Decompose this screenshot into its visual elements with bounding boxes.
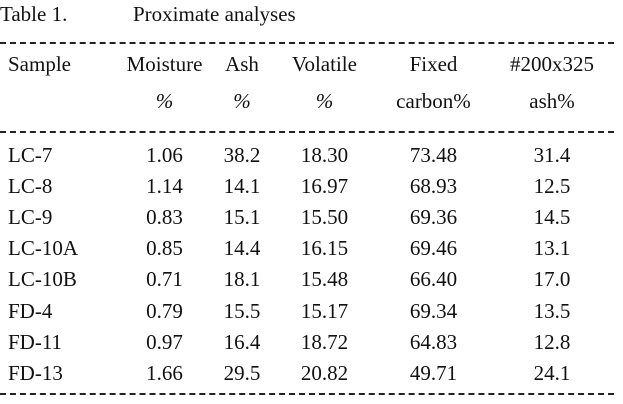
table-rows: LC-7 1.06 38.2 18.30 73.48 31.4 LC-8 1.1…	[0, 140, 614, 389]
header-moisture: Moisture	[126, 52, 203, 76]
cell-mesh-ash: 13.5	[533, 298, 571, 323]
header-unit-volatile: %	[315, 89, 334, 113]
top-dashed-rule	[0, 42, 614, 44]
cell-ash: 38.2	[223, 143, 261, 168]
cell-moisture: 0.97	[146, 329, 183, 354]
header-fixed: Fixed	[409, 52, 458, 76]
table-row: LC-10B 0.71 18.1 15.48 66.40 17.0	[0, 264, 614, 295]
table-row: FD-4 0.79 15.5 15.17 69.34 13.5	[0, 295, 614, 326]
header-mesh: #200x325	[510, 52, 594, 76]
cell-moisture: 0.83	[146, 205, 183, 230]
cell-moisture: 1.06	[146, 143, 183, 168]
cell-volatile: 16.97	[300, 174, 349, 199]
cell-moisture: 1.14	[146, 174, 183, 199]
cell-ash: 15.1	[223, 205, 261, 230]
cell-ash: 14.4	[223, 236, 261, 261]
cell-sample: FD-13	[8, 360, 63, 385]
cell-fixed-carbon: 64.83	[409, 329, 458, 354]
cell-ash: 16.4	[223, 329, 261, 354]
header-unit-mesh: ash%	[529, 89, 575, 113]
cell-fixed-carbon: 66.40	[409, 267, 458, 292]
cell-fixed-carbon: 69.36	[409, 205, 458, 230]
header-row-labels: Sample Moisture Ash Volatile Fixed #200x…	[0, 46, 614, 83]
cell-fixed-carbon: 69.34	[409, 298, 458, 323]
header-ash: Ash	[225, 52, 259, 76]
cell-mesh-ash: 14.5	[533, 205, 571, 230]
header-unit-moisture: %	[155, 89, 174, 113]
cell-ash: 14.1	[223, 174, 261, 199]
cell-sample: LC-7	[8, 143, 53, 168]
cell-mesh-ash: 12.8	[533, 329, 571, 354]
cell-mesh-ash: 24.1	[533, 360, 571, 385]
header-unit-ash: %	[233, 89, 251, 113]
table-body: LC-7 1.06 38.2 18.30 73.48 31.4 LC-8 1.1…	[0, 140, 614, 389]
cell-mesh-ash: 31.4	[533, 143, 571, 168]
cell-volatile: 18.72	[300, 329, 349, 354]
cell-sample: LC-10A	[8, 236, 78, 261]
cell-ash: 18.1	[223, 267, 261, 292]
cell-fixed-carbon: 68.93	[409, 174, 458, 199]
table-row: FD-11 0.97 16.4 18.72 64.83 12.8	[0, 327, 614, 358]
cell-ash: 15.5	[223, 298, 261, 323]
table-header: Sample Moisture Ash Volatile Fixed #200x…	[0, 46, 614, 120]
cell-sample: FD-4	[8, 298, 53, 323]
header-unit-sample	[0, 83, 117, 120]
cell-sample: FD-11	[8, 329, 63, 354]
cell-ash: 29.5	[223, 360, 261, 385]
cell-volatile: 18.30	[300, 143, 349, 168]
cell-volatile: 16.15	[300, 236, 349, 261]
cell-sample: LC-8	[8, 174, 53, 199]
cell-sample: LC-9	[8, 205, 53, 230]
header-unit-fixed: carbon%	[396, 89, 471, 113]
cell-moisture: 0.71	[146, 267, 183, 292]
table-row: LC-9 0.83 15.1 15.50 69.36 14.5	[0, 202, 614, 233]
table-row: LC-10A 0.85 14.4 16.15 69.46 13.1	[0, 233, 614, 264]
cell-sample: LC-10B	[8, 267, 77, 292]
cell-volatile: 15.48	[300, 267, 349, 292]
table-row: LC-7 1.06 38.2 18.30 73.48 31.4	[0, 140, 614, 171]
cell-fixed-carbon: 49.71	[409, 360, 458, 385]
table-caption: Table 1. Proximate analyses	[0, 2, 296, 27]
cell-mesh-ash: 13.1	[533, 236, 571, 261]
cell-moisture: 1.66	[146, 360, 183, 385]
table-row: LC-8 1.14 14.1 16.97 68.93 12.5	[0, 171, 614, 202]
header-sample: Sample	[8, 52, 71, 76]
cell-volatile: 15.50	[300, 205, 349, 230]
header-volatile: Volatile	[292, 52, 357, 76]
cell-volatile: 15.17	[300, 298, 349, 323]
cell-mesh-ash: 17.0	[533, 267, 571, 292]
cell-mesh-ash: 12.5	[533, 174, 571, 199]
cell-volatile: 20.82	[300, 360, 349, 385]
cell-moisture: 0.79	[146, 298, 183, 323]
table-title: Proximate analyses	[133, 2, 296, 26]
cell-fixed-carbon: 73.48	[409, 143, 458, 168]
header-row-units: % % % carbon% ash%	[0, 83, 614, 120]
cell-fixed-carbon: 69.46	[409, 236, 458, 261]
bottom-dashed-rule	[0, 393, 614, 395]
cell-moisture: 0.85	[146, 236, 183, 261]
table-row: FD-13 1.66 29.5 20.82 49.71 24.1	[0, 358, 614, 389]
table-number: Table 1.	[0, 2, 68, 26]
header-dashed-rule	[0, 131, 614, 133]
